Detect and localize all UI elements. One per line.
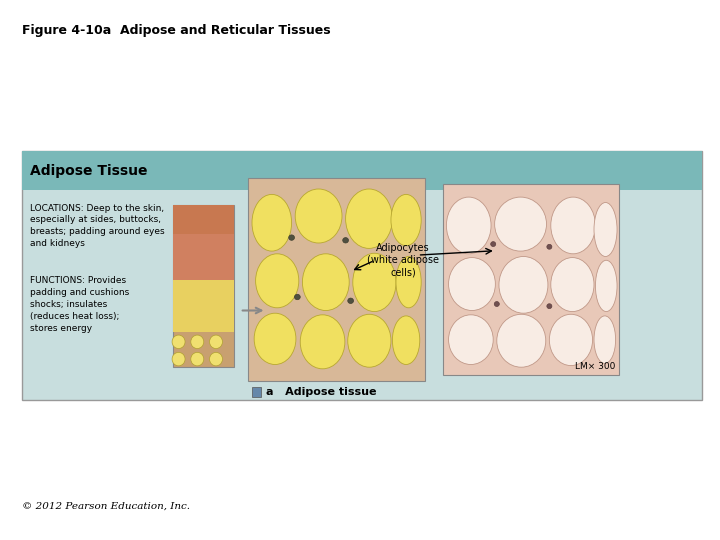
Ellipse shape	[551, 258, 594, 312]
Ellipse shape	[495, 197, 546, 251]
Ellipse shape	[547, 303, 552, 309]
Ellipse shape	[210, 335, 222, 349]
Ellipse shape	[497, 314, 546, 367]
Ellipse shape	[551, 197, 595, 254]
Text: Adipocytes
(white adipose
cells): Adipocytes (white adipose cells)	[367, 243, 439, 278]
Ellipse shape	[547, 244, 552, 249]
FancyBboxPatch shape	[22, 151, 702, 400]
Ellipse shape	[343, 238, 348, 243]
FancyBboxPatch shape	[173, 205, 234, 234]
Ellipse shape	[594, 202, 617, 256]
Ellipse shape	[348, 314, 391, 367]
Ellipse shape	[392, 316, 420, 364]
Ellipse shape	[172, 352, 185, 366]
Ellipse shape	[549, 314, 593, 366]
FancyBboxPatch shape	[22, 151, 702, 190]
Ellipse shape	[256, 254, 299, 308]
Ellipse shape	[252, 194, 292, 251]
Ellipse shape	[289, 235, 294, 240]
Ellipse shape	[346, 189, 392, 248]
Text: LM× 300: LM× 300	[575, 362, 615, 371]
Ellipse shape	[300, 315, 345, 369]
Ellipse shape	[353, 253, 396, 312]
Text: a   Adipose tissue: a Adipose tissue	[266, 387, 377, 397]
Ellipse shape	[191, 352, 204, 366]
Text: Adipose Tissue: Adipose Tissue	[30, 164, 148, 178]
FancyBboxPatch shape	[443, 184, 619, 375]
Ellipse shape	[446, 197, 491, 254]
FancyBboxPatch shape	[173, 280, 234, 332]
Ellipse shape	[348, 298, 354, 303]
Ellipse shape	[594, 316, 616, 363]
Ellipse shape	[191, 335, 204, 349]
Ellipse shape	[302, 254, 349, 310]
Text: FUNCTIONS: Provides
padding and cushions
shocks; insulates
(reduces heat loss);
: FUNCTIONS: Provides padding and cushions…	[30, 276, 130, 333]
Ellipse shape	[449, 315, 493, 365]
Ellipse shape	[449, 258, 495, 310]
Ellipse shape	[295, 189, 342, 243]
Ellipse shape	[499, 256, 548, 313]
Ellipse shape	[254, 313, 296, 365]
FancyBboxPatch shape	[173, 234, 234, 280]
Ellipse shape	[491, 241, 496, 246]
Text: © 2012 Pearson Education, Inc.: © 2012 Pearson Education, Inc.	[22, 501, 189, 510]
Ellipse shape	[391, 194, 421, 246]
Ellipse shape	[396, 256, 421, 308]
Text: Figure 4-10a  Adipose and Reticular Tissues: Figure 4-10a Adipose and Reticular Tissu…	[22, 24, 330, 37]
Text: LOCATIONS: Deep to the skin,
especially at sides, buttocks,
breasts; padding aro: LOCATIONS: Deep to the skin, especially …	[30, 204, 165, 248]
Ellipse shape	[294, 294, 300, 300]
Ellipse shape	[494, 301, 499, 307]
FancyBboxPatch shape	[248, 178, 425, 381]
FancyBboxPatch shape	[252, 387, 261, 397]
Ellipse shape	[172, 335, 185, 349]
FancyBboxPatch shape	[173, 205, 234, 367]
Ellipse shape	[210, 352, 222, 366]
Ellipse shape	[595, 260, 617, 312]
